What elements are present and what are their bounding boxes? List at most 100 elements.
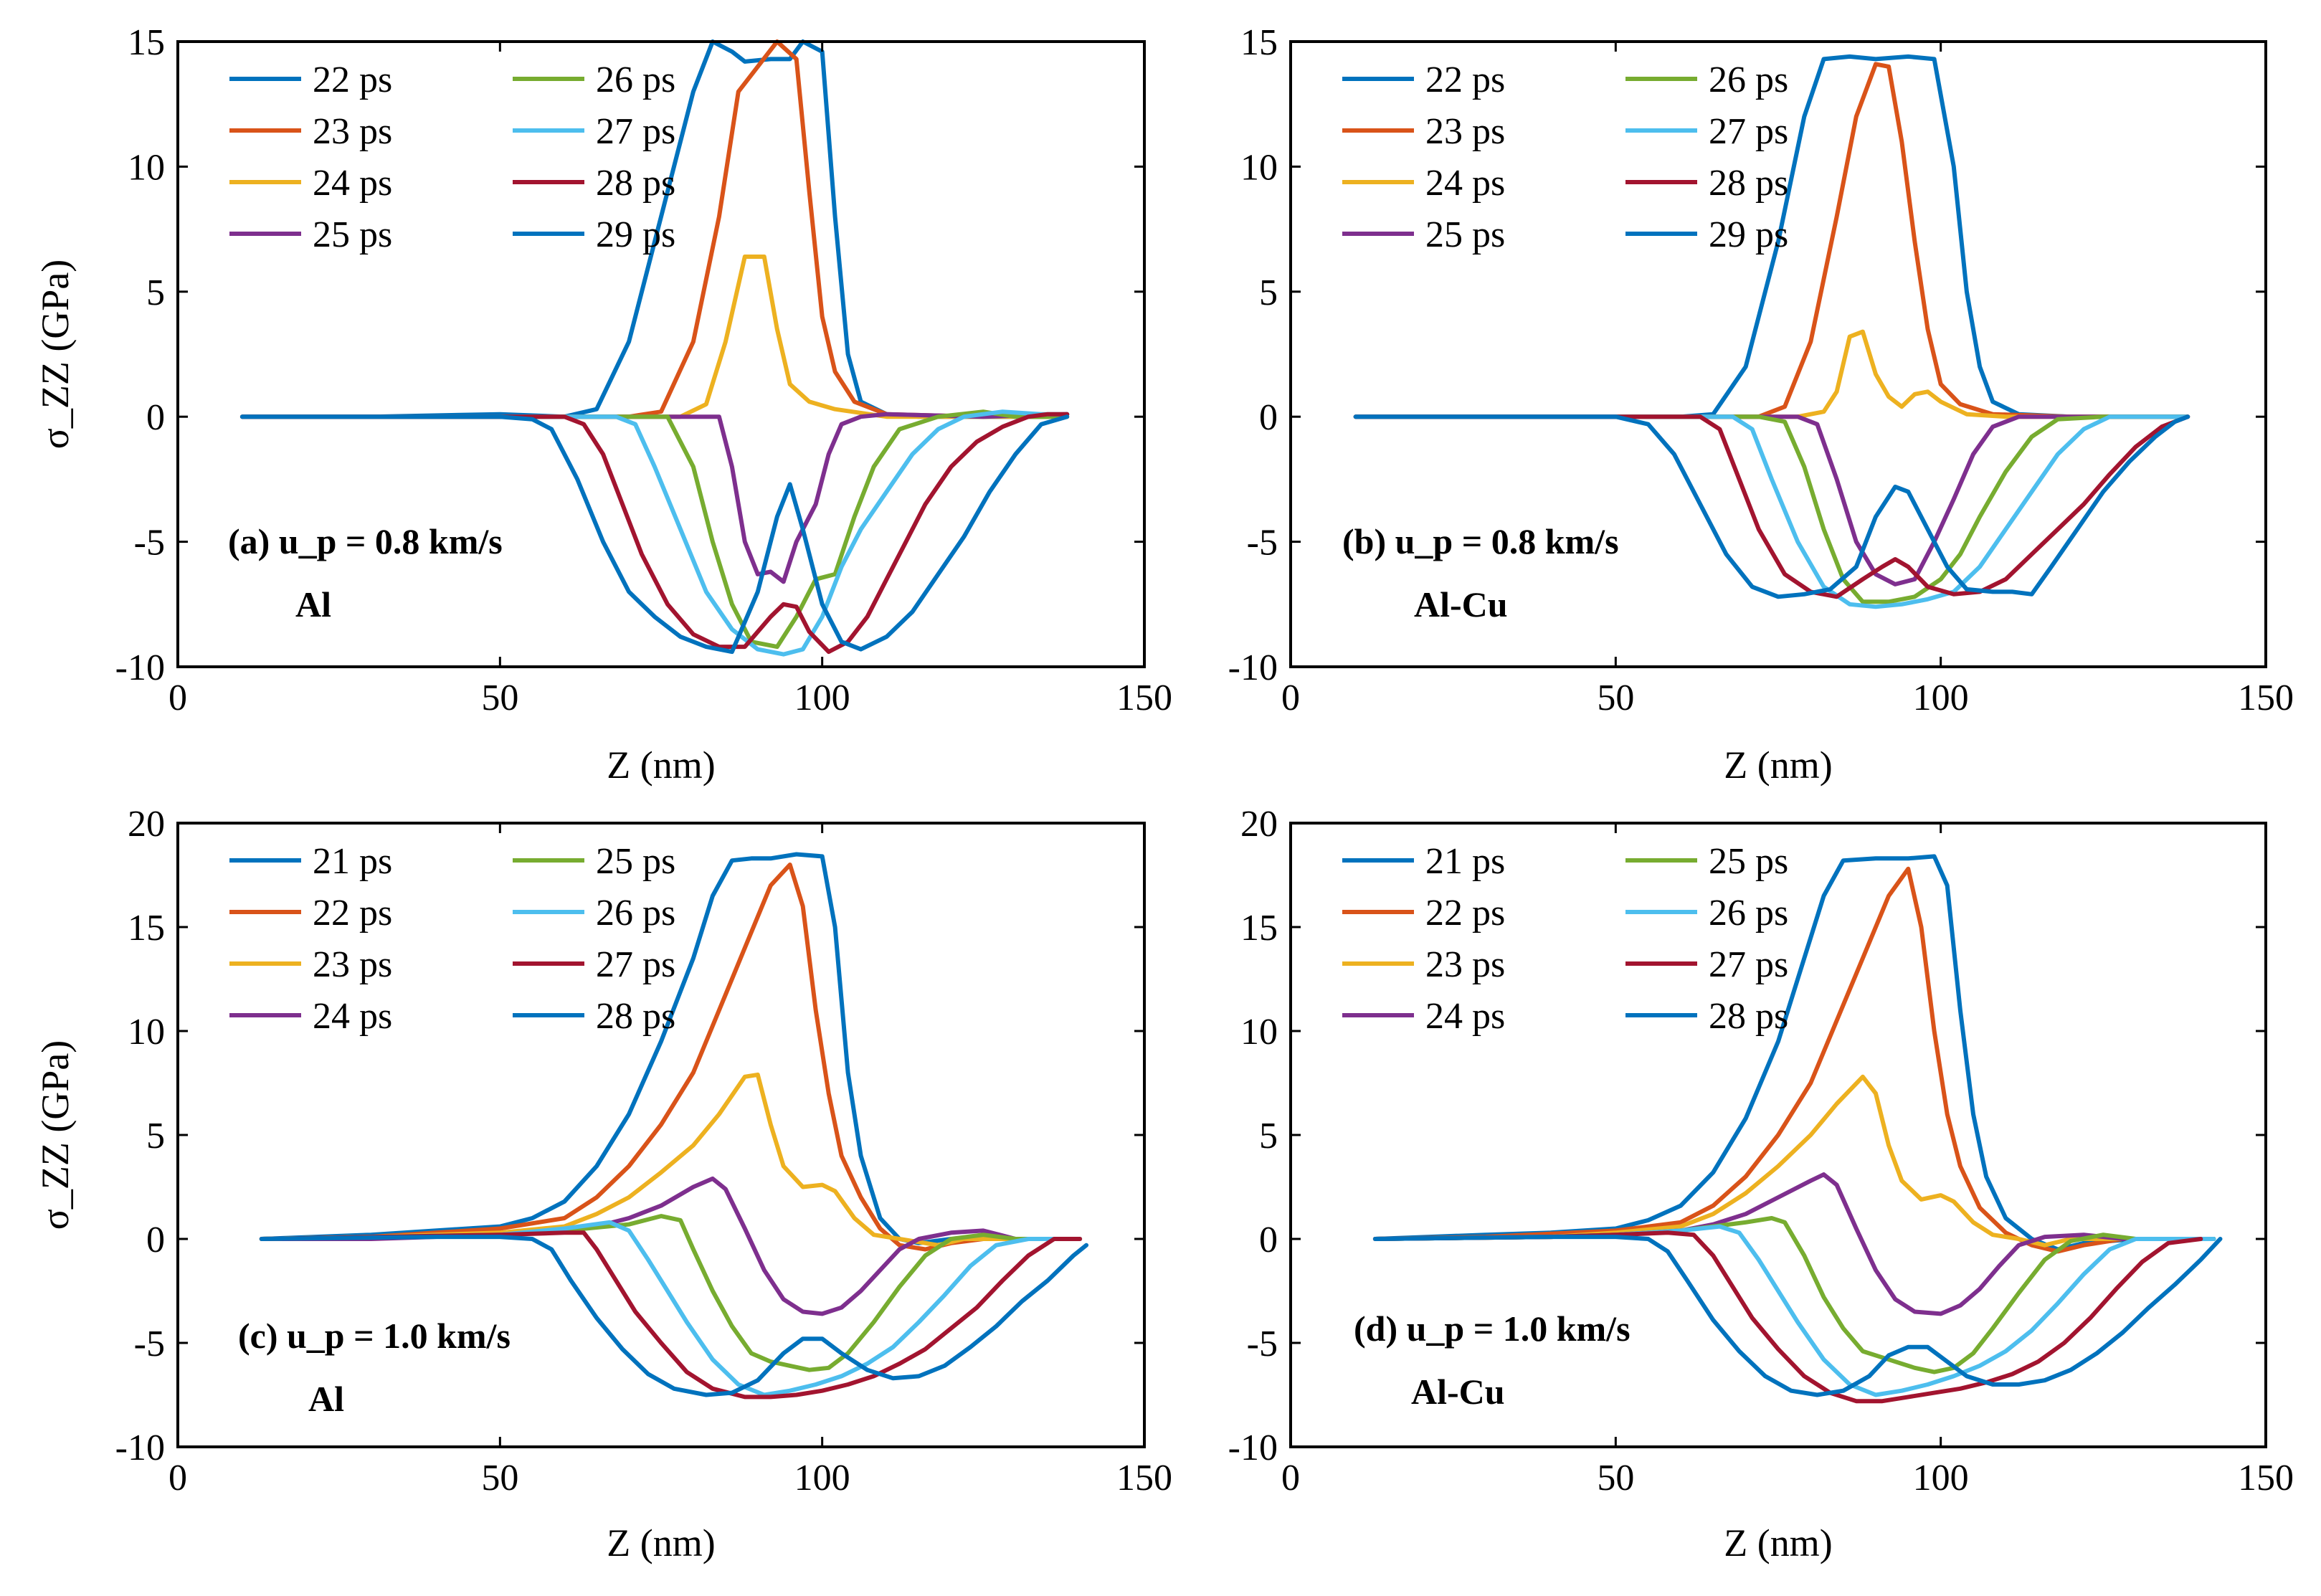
panel-b-series-28-ps xyxy=(1353,414,2191,599)
panel-b-ytick-label: 0 xyxy=(1259,397,1278,438)
panel-d-ticks: 0 50 100 150 -10 -5 0 5 10 15 20 xyxy=(1228,804,2294,1498)
panel-b-xlabel: Z (nm) xyxy=(1724,744,1832,787)
panel-c-series xyxy=(259,852,1089,1400)
panel-a-ytick-label: -5 xyxy=(134,523,165,564)
panel-a-annotation-line1: (a) u_p = 0.8 km/s xyxy=(228,521,503,561)
panel-a-ytick-label: 10 xyxy=(128,147,165,188)
panel-b-ytick-label: -10 xyxy=(1228,647,1278,688)
panel-c-legend-label: 26 ps xyxy=(596,893,675,934)
panel-a-ticks: 0 50 100 150 -10 -5 0 5 10 15 xyxy=(115,22,1172,718)
panel-d: 0 50 100 150 -10 -5 0 5 10 15 20 21 ps 22 ps 23 ps 24… xyxy=(1228,804,2294,1564)
panel-b-xtick-label: 150 xyxy=(2238,678,2294,718)
panel-b-series xyxy=(1353,54,2191,609)
panel-a-series-29-ps xyxy=(239,414,1070,655)
panel-d-xtick-label: 100 xyxy=(1913,1458,1969,1498)
panel-b-legend-label: 24 ps xyxy=(1425,163,1505,204)
panel-d-series-26-ps xyxy=(1372,1224,2216,1397)
panel-b-xtick-label: 100 xyxy=(1913,678,1969,718)
panel-b-xtick-label: 50 xyxy=(1597,678,1634,718)
panel-c-legend-label: 22 ps xyxy=(313,893,392,934)
panel-c-ytick-label: 15 xyxy=(128,908,165,949)
panel-a-series-25-ps xyxy=(239,412,1070,584)
panel-b-legend-label: 26 ps xyxy=(1709,60,1788,100)
panel-a-xtick-label: 50 xyxy=(481,678,518,718)
panel-d-ytick-label: 5 xyxy=(1259,1116,1278,1156)
panel-c-ytick-label: 5 xyxy=(146,1116,165,1156)
panel-d-series-23-ps xyxy=(1372,1074,2216,1248)
panel-c-xtick-label: 150 xyxy=(1116,1458,1172,1498)
panel-d-legend-label: 23 ps xyxy=(1425,944,1505,985)
panel-d-legend: 21 ps 22 ps 23 ps 24 ps 25 ps 26 ps 27 ps 28 ps xyxy=(1342,841,1788,1037)
panel-b-ytick-label: 10 xyxy=(1240,147,1278,188)
panel-a-frame xyxy=(176,40,1146,668)
panel-a-ytick-label: 0 xyxy=(146,397,165,438)
panel-d-ytick-label: -10 xyxy=(1228,1428,1278,1468)
panel-a-legend-label: 29 ps xyxy=(596,214,675,255)
panel-b-ticks: 0 50 100 150 -10 -5 0 5 10 15 xyxy=(1228,22,2294,718)
panel-c-legend-label: 23 ps xyxy=(313,944,392,985)
panel-a-legend-label: 22 ps xyxy=(313,60,392,100)
panel-c-ylabel: σ_ZZ (GPa) xyxy=(34,1040,77,1230)
panel-b-series-23-ps xyxy=(1353,62,2191,419)
panel-b-series-24-ps xyxy=(1353,329,2191,419)
panel-c-legend-label: 25 ps xyxy=(596,841,675,882)
panel-c-ytick-label: -5 xyxy=(134,1324,165,1364)
panel-c-series-28-ps xyxy=(259,1235,1089,1397)
panel-d-series-27-ps xyxy=(1372,1230,2203,1404)
panel-b: 0 50 100 150 -10 -5 0 5 10 15 22 ps 23 ps 24 ps 25 p… xyxy=(1228,22,2294,787)
panel-a-series-27-ps xyxy=(239,409,1070,657)
panel-c-ytick-label: 0 xyxy=(146,1220,165,1260)
panel-c-annotation-line1: (c) u_p = 1.0 km/s xyxy=(238,1316,511,1356)
panel-a-legend-label: 23 ps xyxy=(313,111,392,152)
panel-b-legend-label: 23 ps xyxy=(1425,111,1505,152)
panel-c-xtick-label: 100 xyxy=(794,1458,850,1498)
panel-a-legend-label: 24 ps xyxy=(313,163,392,204)
panel-a-legend-label: 25 ps xyxy=(313,214,392,255)
panel-c-ytick-label: -10 xyxy=(115,1428,165,1468)
panel-a: 0 50 100 150 -10 -5 0 5 10 15 22 ps 23 ps 24 ps 25 p… xyxy=(34,22,1172,787)
panel-b-legend-label: 28 ps xyxy=(1709,163,1788,204)
panel-d-ytick-label: 10 xyxy=(1240,1012,1278,1053)
panel-c-legend-label: 27 ps xyxy=(596,944,675,985)
panel-c-ytick-label: 20 xyxy=(128,804,165,845)
panel-d-annotation-line2: Al-Cu xyxy=(1411,1372,1505,1412)
panel-a-xlabel: Z (nm) xyxy=(607,744,715,787)
panel-d-xlabel: Z (nm) xyxy=(1724,1521,1832,1564)
panel-d-legend-label: 26 ps xyxy=(1709,893,1788,934)
panel-d-annotation-line1: (d) u_p = 1.0 km/s xyxy=(1354,1308,1631,1349)
panel-b-ytick-label: 15 xyxy=(1240,22,1278,63)
panel-c-annotation-line2: Al xyxy=(308,1379,344,1419)
panel-d-legend-label: 28 ps xyxy=(1709,996,1788,1037)
panel-a-legend: 22 ps 23 ps 24 ps 25 ps 26 ps 27 ps 28 ps 29 ps xyxy=(229,60,675,255)
panel-a-ytick-label: 15 xyxy=(128,22,165,63)
panel-d-xtick-label: 50 xyxy=(1597,1458,1634,1498)
panel-c-ytick-label: 10 xyxy=(128,1012,165,1053)
panel-b-legend-label: 27 ps xyxy=(1709,111,1788,152)
panel-c: 0 50 100 150 -10 -5 0 5 10 15 20 21 ps 22 ps 23 ps 24… xyxy=(34,804,1172,1564)
panel-a-xtick-label: 0 xyxy=(169,678,187,718)
panel-d-series-22-ps xyxy=(1372,866,2216,1254)
panel-d-ytick-label: 0 xyxy=(1259,1220,1278,1260)
panel-d-ytick-label: 20 xyxy=(1240,804,1278,845)
panel-a-series-24-ps xyxy=(239,255,1070,419)
panel-c-legend-label: 24 ps xyxy=(313,996,392,1037)
panel-a-ylabel: σ_ZZ (GPa) xyxy=(34,260,77,450)
panel-a-series-28-ps xyxy=(239,412,1070,655)
panel-b-ytick-label: 5 xyxy=(1259,272,1278,313)
panel-b-series-26-ps xyxy=(1353,414,2191,604)
panel-d-series xyxy=(1372,854,2223,1404)
panel-b-legend-label: 25 ps xyxy=(1425,214,1505,255)
panel-a-legend-label: 28 ps xyxy=(596,163,675,204)
panel-b-frame xyxy=(1289,40,2267,668)
panel-a-xtick-label: 100 xyxy=(794,678,850,718)
panel-c-ticks: 0 50 100 150 -10 -5 0 5 10 15 20 xyxy=(115,804,1172,1498)
panel-d-ytick-label: -5 xyxy=(1247,1324,1278,1364)
panel-b-xtick-label: 0 xyxy=(1281,678,1300,718)
panel-a-series xyxy=(239,39,1070,657)
panel-c-legend: 21 ps 22 ps 23 ps 24 ps 25 ps 26 ps 27 ps 28 ps xyxy=(229,841,675,1037)
panel-a-legend-label: 27 ps xyxy=(596,111,675,152)
panel-d-series-25-ps xyxy=(1372,1216,2216,1374)
panel-d-ytick-label: 15 xyxy=(1240,908,1278,949)
panel-d-xtick-label: 0 xyxy=(1281,1458,1300,1498)
